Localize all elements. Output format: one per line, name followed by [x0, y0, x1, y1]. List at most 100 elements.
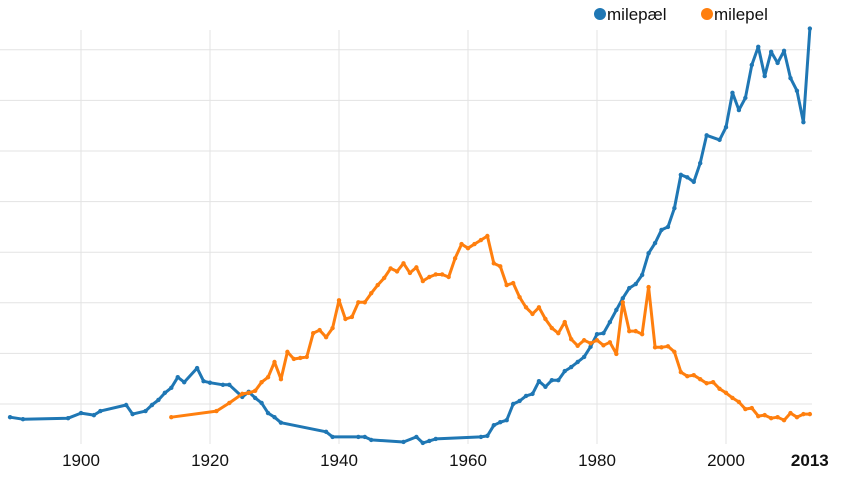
data-point[interactable]: [678, 369, 684, 375]
data-point[interactable]: [7, 414, 13, 420]
data-point[interactable]: [788, 75, 793, 81]
data-point[interactable]: [369, 290, 374, 296]
data-point[interactable]: [652, 345, 658, 350]
data-point[interactable]: [672, 205, 677, 211]
data-point[interactable]: [381, 275, 387, 281]
data-point[interactable]: [543, 384, 548, 389]
data-point[interactable]: [465, 245, 471, 251]
data-point[interactable]: [756, 413, 761, 419]
data-point[interactable]: [775, 60, 780, 66]
data-point[interactable]: [536, 305, 542, 310]
data-point[interactable]: [298, 355, 303, 361]
data-point[interactable]: [698, 377, 703, 382]
data-point[interactable]: [517, 295, 522, 300]
data-point[interactable]: [581, 354, 587, 360]
data-point[interactable]: [317, 327, 322, 333]
data-point[interactable]: [543, 316, 548, 322]
data-point[interactable]: [756, 44, 761, 49]
data-point[interactable]: [375, 282, 380, 288]
data-point[interactable]: [665, 224, 671, 230]
data-point[interactable]: [201, 379, 206, 384]
data-point[interactable]: [730, 395, 735, 401]
data-point[interactable]: [614, 351, 619, 357]
data-point[interactable]: [407, 270, 413, 276]
data-point[interactable]: [556, 378, 561, 383]
data-point[interactable]: [801, 119, 806, 125]
data-point[interactable]: [710, 380, 716, 385]
data-point[interactable]: [446, 274, 451, 280]
data-point[interactable]: [433, 436, 438, 442]
data-point[interactable]: [414, 265, 419, 270]
data-point[interactable]: [569, 364, 574, 370]
data-point[interactable]: [807, 411, 813, 417]
data-point[interactable]: [156, 397, 161, 403]
data-point[interactable]: [291, 356, 297, 362]
data-point[interactable]: [401, 261, 406, 266]
data-point[interactable]: [478, 237, 484, 243]
data-point[interactable]: [691, 179, 696, 185]
data-point[interactable]: [794, 88, 800, 93]
data-point[interactable]: [323, 335, 329, 340]
data-point[interactable]: [601, 343, 606, 348]
data-point[interactable]: [549, 378, 555, 383]
data-point[interactable]: [194, 365, 200, 371]
data-point[interactable]: [736, 399, 742, 405]
data-point[interactable]: [762, 412, 767, 418]
data-point[interactable]: [20, 416, 26, 422]
data-point[interactable]: [723, 125, 729, 130]
data-point[interactable]: [330, 325, 335, 331]
data-point[interactable]: [801, 411, 806, 417]
data-point[interactable]: [504, 282, 509, 288]
data-point[interactable]: [433, 272, 438, 277]
data-point[interactable]: [182, 380, 187, 385]
data-point[interactable]: [652, 240, 658, 246]
data-point[interactable]: [523, 393, 529, 399]
data-point[interactable]: [620, 300, 625, 305]
data-point[interactable]: [665, 344, 671, 349]
data-point[interactable]: [607, 319, 613, 325]
data-point[interactable]: [143, 408, 148, 414]
data-point[interactable]: [246, 390, 251, 396]
data-point[interactable]: [259, 380, 264, 385]
data-point[interactable]: [704, 133, 709, 138]
data-point[interactable]: [569, 337, 574, 342]
data-point[interactable]: [414, 434, 419, 440]
data-point[interactable]: [149, 402, 155, 408]
data-point[interactable]: [78, 410, 84, 416]
data-point[interactable]: [472, 241, 477, 247]
data-point[interactable]: [781, 417, 787, 423]
data-point[interactable]: [717, 137, 722, 143]
data-point[interactable]: [220, 382, 226, 387]
data-point[interactable]: [510, 401, 516, 407]
data-point[interactable]: [594, 331, 600, 337]
data-point[interactable]: [227, 382, 232, 387]
data-point[interactable]: [788, 410, 793, 416]
data-point[interactable]: [678, 172, 684, 177]
data-point[interactable]: [343, 316, 348, 322]
data-point[interactable]: [336, 298, 342, 303]
data-point[interactable]: [575, 343, 580, 349]
data-point[interactable]: [214, 408, 219, 414]
data-point[interactable]: [98, 408, 103, 414]
data-point[interactable]: [278, 420, 284, 425]
data-point[interactable]: [388, 266, 393, 271]
data-point[interactable]: [356, 434, 361, 440]
legend-item-milepael[interactable]: milepæl: [594, 5, 667, 24]
data-point[interactable]: [685, 175, 690, 180]
data-point[interactable]: [549, 325, 555, 331]
data-point[interactable]: [485, 433, 490, 439]
data-point[interactable]: [65, 415, 71, 421]
data-point[interactable]: [285, 349, 290, 355]
data-point[interactable]: [459, 241, 464, 247]
data-point[interactable]: [169, 414, 174, 420]
data-point[interactable]: [272, 414, 277, 420]
data-point[interactable]: [523, 305, 529, 310]
data-point[interactable]: [452, 256, 458, 261]
data-point[interactable]: [575, 359, 580, 365]
data-point[interactable]: [175, 374, 180, 380]
data-point[interactable]: [639, 331, 645, 337]
data-point[interactable]: [743, 95, 748, 101]
data-point[interactable]: [401, 439, 406, 445]
data-point[interactable]: [781, 48, 787, 54]
data-point[interactable]: [736, 107, 742, 113]
